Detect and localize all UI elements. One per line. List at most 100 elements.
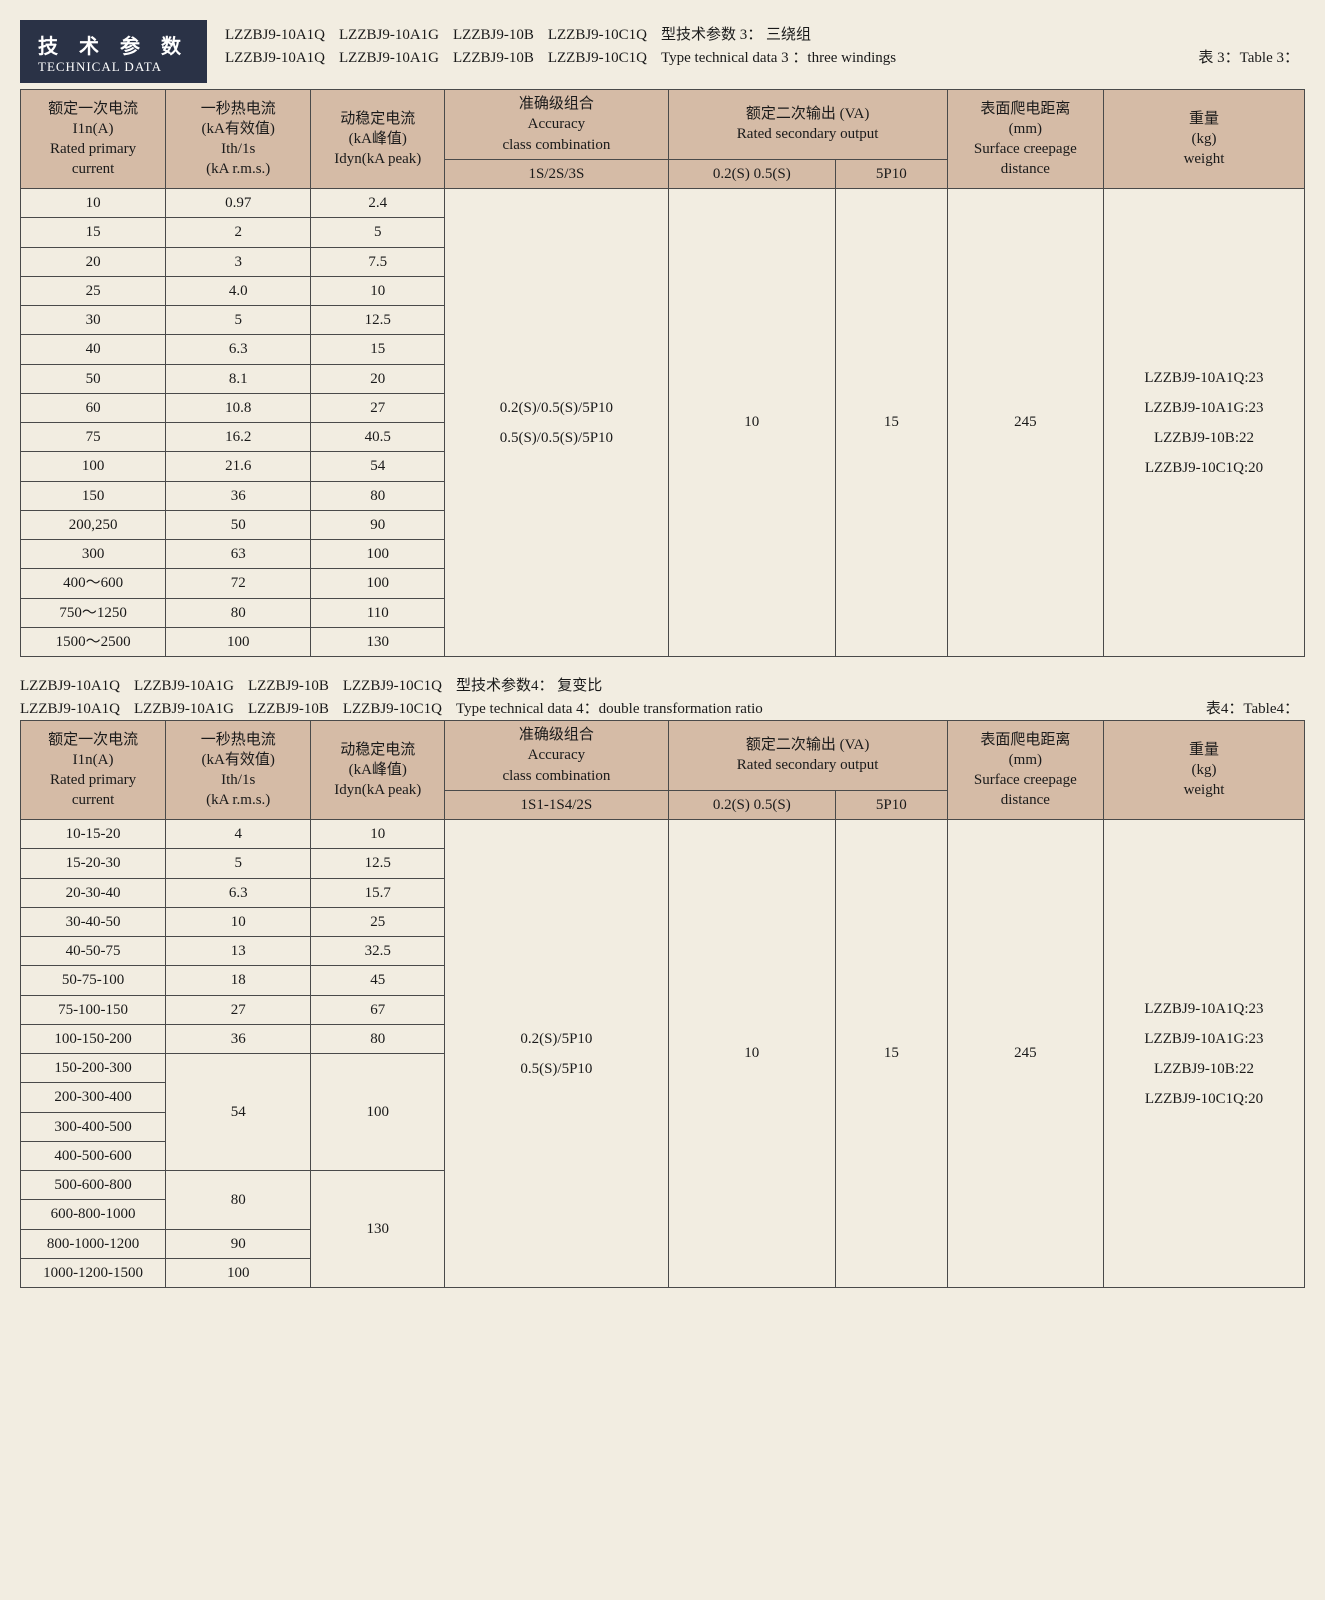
- table-cell: 27: [166, 995, 311, 1024]
- table-cell: 50-75-100: [21, 966, 166, 995]
- title-bar: 技 术 参 数 TECHNICAL DATA LZZBJ9-10A1Q LZZB…: [20, 20, 1305, 83]
- table-cell: 150: [21, 481, 166, 510]
- th-acc-sub: 1S/2S/3S: [445, 159, 668, 188]
- table-cell: 20: [21, 247, 166, 276]
- table-cell: 100: [166, 1258, 311, 1287]
- table-cell: 15: [311, 335, 445, 364]
- table-cell: 75: [21, 423, 166, 452]
- table-cell: 18: [166, 966, 311, 995]
- table4-caption: LZZBJ9-10A1Q LZZBJ9-10A1G LZZBJ9-10B LZZ…: [20, 675, 1305, 720]
- table-cell: 100: [311, 569, 445, 598]
- table4-label: 表4：Table4：: [1206, 698, 1305, 721]
- caption-cn: 型技术参数 3： 三绕组: [661, 24, 811, 47]
- table3-caption: LZZBJ9-10A1Q LZZBJ9-10A1G LZZBJ9-10B LZZ…: [225, 20, 1305, 69]
- table-cell: 130: [311, 627, 445, 656]
- table-cell: 80: [166, 1171, 311, 1230]
- accuracy-val: 0.2(S)/0.5(S)/5P10 0.5(S)/0.5(S)/5P10: [445, 189, 668, 657]
- table3-label: 表 3：Table 3：: [1198, 47, 1305, 70]
- table-cell: 90: [311, 510, 445, 539]
- table-cell: 15: [21, 218, 166, 247]
- output-a-val: 10: [668, 189, 835, 657]
- table-cell: 4: [166, 820, 311, 849]
- th-ith: 一秒热电流 (kA有效值) Ith/1s (kA r.m.s.): [166, 721, 311, 820]
- table-cell: 13: [166, 937, 311, 966]
- table-cell: 100: [166, 627, 311, 656]
- th-primary-current: 额定一次电流 I1n(A) Rated primary current: [21, 90, 166, 189]
- table-cell: 50: [21, 364, 166, 393]
- th-ith: 一秒热电流 (kA有效值) Ith/1s (kA r.m.s.): [166, 90, 311, 189]
- table-cell: 67: [311, 995, 445, 1024]
- table-cell: 40: [21, 335, 166, 364]
- th-output: 额定二次输出 (VA) Rated secondary output: [668, 90, 947, 160]
- table-cell: 40.5: [311, 423, 445, 452]
- table-cell: 80: [166, 598, 311, 627]
- table-cell: 5: [166, 849, 311, 878]
- model: LZZBJ9-10B: [453, 47, 534, 70]
- table-cell: 400-500-600: [21, 1141, 166, 1170]
- model: LZZBJ9-10A1Q: [20, 675, 120, 698]
- th-creepage: 表面爬电距离 (mm) Surface creepage distance: [947, 721, 1103, 820]
- table-cell: 100: [311, 540, 445, 569]
- model: LZZBJ9-10C1Q: [548, 24, 647, 47]
- output-a-val: 10: [668, 820, 835, 1288]
- table-cell: 60: [21, 393, 166, 422]
- model: LZZBJ9-10A1Q: [225, 47, 325, 70]
- model: LZZBJ9-10A1Q: [20, 698, 120, 721]
- table-cell: 3: [166, 247, 311, 276]
- table-cell: 10: [311, 276, 445, 305]
- table-cell: 6.3: [166, 878, 311, 907]
- table-cell: 21.6: [166, 452, 311, 481]
- table-cell: 100: [311, 1054, 445, 1171]
- output-b-val: 15: [836, 820, 948, 1288]
- table-cell: 27: [311, 393, 445, 422]
- table-cell: 10: [166, 907, 311, 936]
- model: LZZBJ9-10C1Q: [343, 698, 442, 721]
- th-accuracy: 准确级组合 Accuracy class combination: [445, 721, 668, 791]
- output-b-val: 15: [836, 189, 948, 657]
- table-cell: 110: [311, 598, 445, 627]
- title-en: TECHNICAL DATA: [38, 59, 189, 75]
- table-cell: 2.4: [311, 189, 445, 218]
- table-cell: 30-40-50: [21, 907, 166, 936]
- creepage-val: 245: [947, 189, 1103, 657]
- table-cell: 100-150-200: [21, 1024, 166, 1053]
- table-cell: 300-400-500: [21, 1112, 166, 1141]
- model: LZZBJ9-10A1G: [339, 24, 439, 47]
- table-cell: 40-50-75: [21, 937, 166, 966]
- th-creepage: 表面爬电距离 (mm) Surface creepage distance: [947, 90, 1103, 189]
- table-cell: 10-15-20: [21, 820, 166, 849]
- table-cell: 12.5: [311, 849, 445, 878]
- table-cell: 54: [166, 1054, 311, 1171]
- th-out-a: 0.2(S) 0.5(S): [668, 159, 835, 188]
- table-cell: 10: [311, 820, 445, 849]
- th-out-b: 5P10: [836, 790, 948, 819]
- table-cell: 300: [21, 540, 166, 569]
- table-cell: 25: [21, 276, 166, 305]
- table-cell: 5: [166, 306, 311, 335]
- table-cell: 7.5: [311, 247, 445, 276]
- table-cell: 36: [166, 1024, 311, 1053]
- table-cell: 600-800-1000: [21, 1200, 166, 1229]
- table-cell: 63: [166, 540, 311, 569]
- table-cell: 100: [21, 452, 166, 481]
- caption-en: Type technical data 4：double transformat…: [456, 698, 763, 721]
- title-badge: 技 术 参 数 TECHNICAL DATA: [20, 20, 207, 83]
- model: LZZBJ9-10B: [453, 24, 534, 47]
- model: LZZBJ9-10B: [248, 698, 329, 721]
- table-cell: 75-100-150: [21, 995, 166, 1024]
- table-cell: 16.2: [166, 423, 311, 452]
- table-cell: 8.1: [166, 364, 311, 393]
- model: LZZBJ9-10B: [248, 675, 329, 698]
- model: LZZBJ9-10A1G: [339, 47, 439, 70]
- th-idyn: 动稳定电流 (kA峰值) Idyn(kA peak): [311, 721, 445, 820]
- table-cell: 750～1250: [21, 598, 166, 627]
- table-cell: 2: [166, 218, 311, 247]
- table-cell: 20-30-40: [21, 878, 166, 907]
- weight-val: LZZBJ9-10A1Q:23 LZZBJ9-10A1G:23 LZZBJ9-1…: [1103, 820, 1304, 1288]
- table-cell: 25: [311, 907, 445, 936]
- table4: 额定一次电流 I1n(A) Rated primary current 一秒热电…: [20, 720, 1305, 1288]
- table-cell: 20: [311, 364, 445, 393]
- table-cell: 200,250: [21, 510, 166, 539]
- table-cell: 10.8: [166, 393, 311, 422]
- model: LZZBJ9-10A1Q: [225, 24, 325, 47]
